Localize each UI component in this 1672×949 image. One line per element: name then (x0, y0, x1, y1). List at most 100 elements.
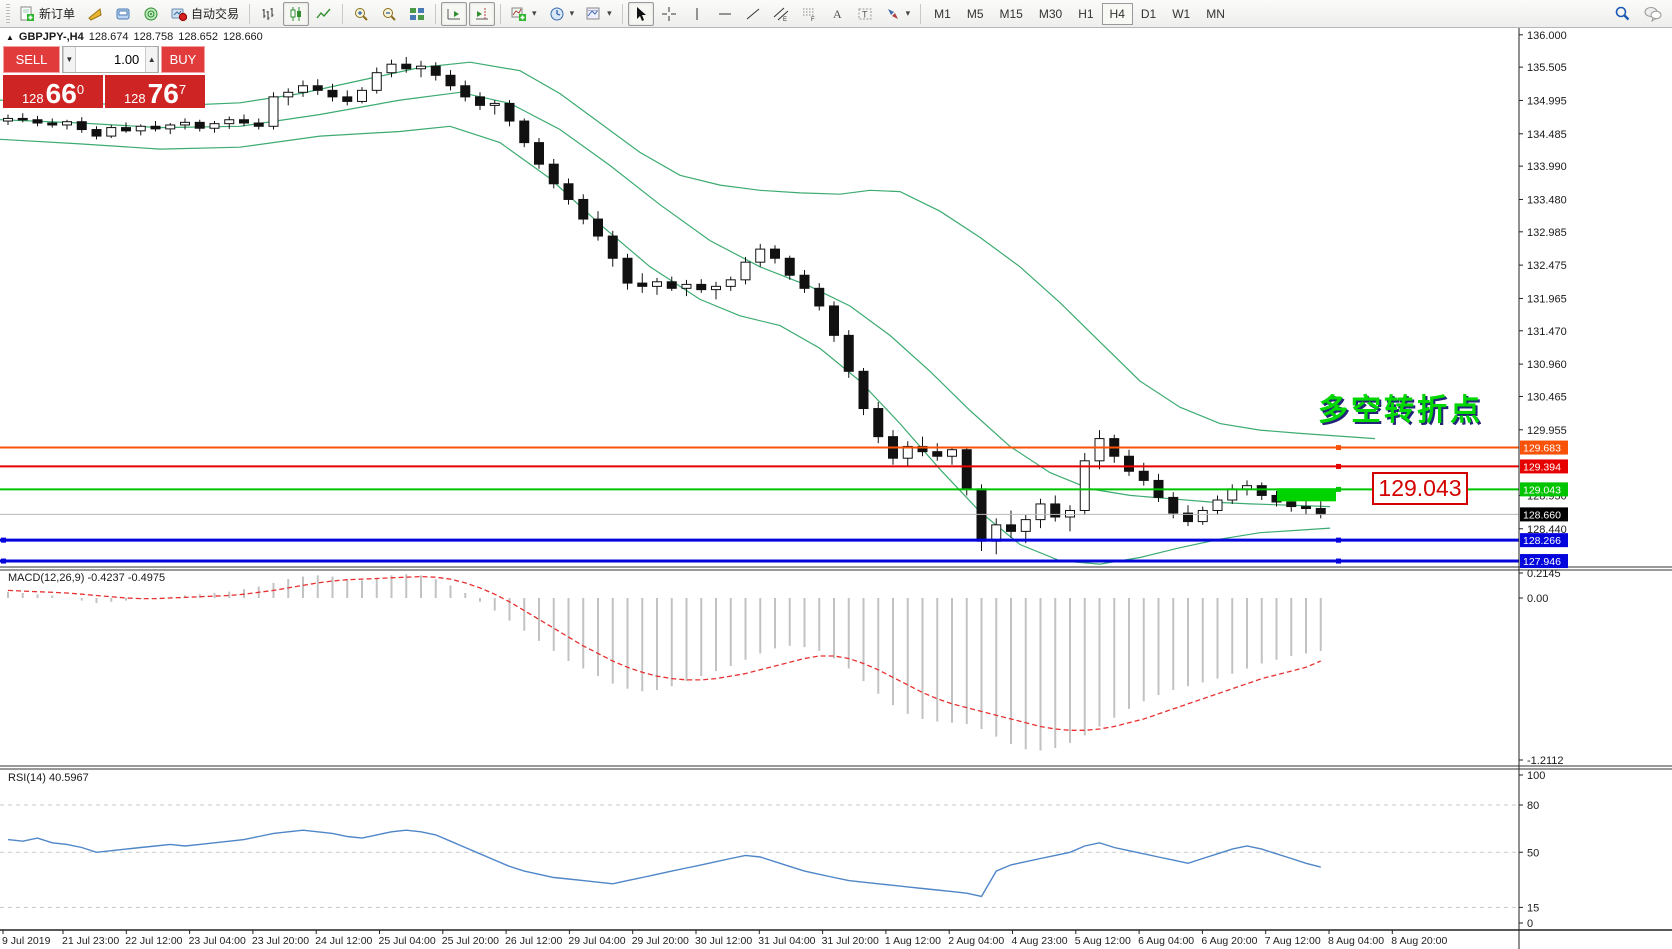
bar-chart-button[interactable] (255, 2, 281, 26)
candlestick-button[interactable] (283, 1, 310, 26)
svg-text:132.475: 132.475 (1527, 260, 1567, 272)
svg-text:130.465: 130.465 (1527, 391, 1567, 403)
timeframe-group: M1 M5 M15 M30 H1 H4 D1 W1 MN (926, 2, 1233, 25)
timeframe-D1[interactable]: D1 (1140, 6, 1157, 21)
caret-down-icon: ▾ (569, 8, 575, 18)
ohlc-high: 128.758 (133, 31, 174, 43)
vertical-line-button[interactable] (684, 2, 710, 26)
svg-text:31 Jul 20:00: 31 Jul 20:00 (822, 935, 879, 947)
sell-price-main: 128 (21, 90, 44, 106)
svg-text:E: E (783, 17, 787, 22)
svg-text:24 Jul 12:00: 24 Jul 12:00 (315, 935, 372, 947)
zoom-out-button[interactable] (376, 2, 402, 26)
timeframe-H4[interactable]: H4 (1101, 2, 1133, 25)
sell-price[interactable]: 128 66 0 (3, 75, 103, 108)
symbol-name: GBPJPY-,H4 (18, 31, 84, 43)
periods-icon (549, 6, 565, 22)
chat-button[interactable] (1638, 2, 1668, 26)
toolbar-separator (249, 3, 251, 24)
timeframe-M5[interactable]: M5 (966, 6, 984, 21)
volume-stepper: ▼ ▲ (62, 46, 159, 73)
horizontal-line-button[interactable] (712, 2, 738, 26)
label-icon: T (857, 6, 873, 22)
text-button[interactable]: A (824, 2, 850, 26)
chat-icon (1643, 5, 1663, 22)
turning-point-annotation[interactable]: 多空转折点 (1318, 394, 1483, 427)
timeframe-M1[interactable]: M1 (934, 6, 951, 21)
periods-button[interactable]: ▾ (544, 2, 580, 26)
svg-text:80: 80 (1527, 800, 1539, 812)
svg-text:23 Jul 04:00: 23 Jul 04:00 (189, 935, 246, 947)
bar-chart-icon (260, 6, 276, 22)
timeframe-M30[interactable]: M30 (1038, 6, 1063, 21)
autotrading-button[interactable]: 自动交易 (166, 2, 244, 26)
svg-text:128.266: 128.266 (1523, 535, 1561, 547)
templates-button[interactable]: ▾ (581, 2, 617, 26)
volume-decrease-button[interactable]: ▼ (63, 47, 76, 72)
svg-text:100: 100 (1527, 770, 1545, 782)
search-button[interactable] (1609, 2, 1636, 26)
one-click-trading-panel: SELL ▼ ▲ BUY 128 66 0 128 76 7 (3, 46, 205, 108)
shapes-icon (885, 6, 901, 22)
volume-input[interactable] (75, 47, 146, 72)
svg-text:21 Jul 23:00: 21 Jul 23:00 (62, 935, 119, 947)
svg-text:9 Jul 2019: 9 Jul 2019 (2, 935, 51, 947)
market-watch-button[interactable] (82, 2, 108, 26)
svg-text:134.485: 134.485 (1527, 129, 1567, 141)
volume-increase-button[interactable]: ▲ (145, 47, 159, 72)
svg-text:129.394: 129.394 (1523, 461, 1561, 473)
timeframe-H1[interactable]: H1 (1078, 6, 1094, 21)
trendline-icon (745, 6, 761, 22)
auto-scroll-button[interactable] (441, 1, 468, 26)
tile-windows-button[interactable] (404, 2, 430, 26)
svg-text:130.960: 130.960 (1527, 359, 1567, 371)
svg-text:7 Aug 12:00: 7 Aug 12:00 (1265, 935, 1321, 947)
svg-text:0: 0 (1527, 918, 1533, 930)
svg-text:128.660: 128.660 (1523, 509, 1561, 521)
svg-text:6 Aug 04:00: 6 Aug 04:00 (1138, 935, 1194, 947)
indicators-icon (511, 6, 527, 22)
caret-down-icon: ▾ (607, 8, 612, 18)
chart-title-bar: ▲ GBPJPY-,H4 128.674 128.758 128.652 128… (6, 31, 263, 43)
toolbar-separator (342, 3, 344, 24)
channel-button[interactable]: E (768, 2, 794, 26)
svg-text:1 Aug 12:00: 1 Aug 12:00 (885, 935, 941, 947)
buy-price-main: 128 (123, 90, 146, 106)
timeframe-W1[interactable]: W1 (1172, 6, 1191, 21)
crosshair-button[interactable] (656, 2, 682, 26)
label-button[interactable]: T (852, 2, 878, 26)
ohlc-open: 128.674 (88, 31, 129, 43)
trendline-button[interactable] (740, 2, 766, 26)
line-chart-button[interactable] (311, 2, 337, 26)
panel-toggle-icon[interactable]: ▲ (6, 32, 14, 42)
toolbar-grip[interactable] (6, 3, 10, 24)
svg-text:129.683: 129.683 (1523, 443, 1561, 455)
terminal-button[interactable] (138, 2, 164, 26)
new-order-label: 新订单 (39, 7, 76, 21)
indicators-button[interactable]: ▾ (506, 2, 542, 26)
svg-text:50: 50 (1527, 847, 1539, 859)
timeframe-MN[interactable]: MN (1206, 6, 1225, 21)
timeframe-M15[interactable]: M15 (999, 6, 1023, 21)
navigator-button[interactable] (110, 2, 136, 26)
navigator-icon (115, 6, 131, 22)
line-chart-icon (316, 6, 332, 22)
svg-text:F: F (811, 17, 815, 22)
svg-text:136.000: 136.000 (1527, 30, 1567, 42)
candlestick-icon (288, 6, 304, 22)
shapes-button[interactable]: ▾ (880, 2, 916, 26)
svg-text:129.955: 129.955 (1527, 425, 1567, 437)
new-order-button[interactable]: 新订单 (14, 2, 80, 26)
svg-text:A: A (833, 7, 842, 21)
sell-button[interactable]: SELL (3, 46, 60, 73)
cursor-button[interactable] (627, 1, 654, 26)
buy-price[interactable]: 128 76 7 (105, 75, 205, 108)
price-level-annotation-box[interactable]: 129.043 (1372, 472, 1468, 505)
chart-shift-button[interactable] (469, 1, 496, 26)
zoom-in-button[interactable] (348, 2, 374, 26)
svg-text:128.440: 128.440 (1527, 524, 1567, 536)
buy-button[interactable]: BUY (161, 46, 205, 73)
autotrading-label: 自动交易 (191, 7, 240, 21)
fibonacci-button[interactable]: F (796, 2, 822, 26)
